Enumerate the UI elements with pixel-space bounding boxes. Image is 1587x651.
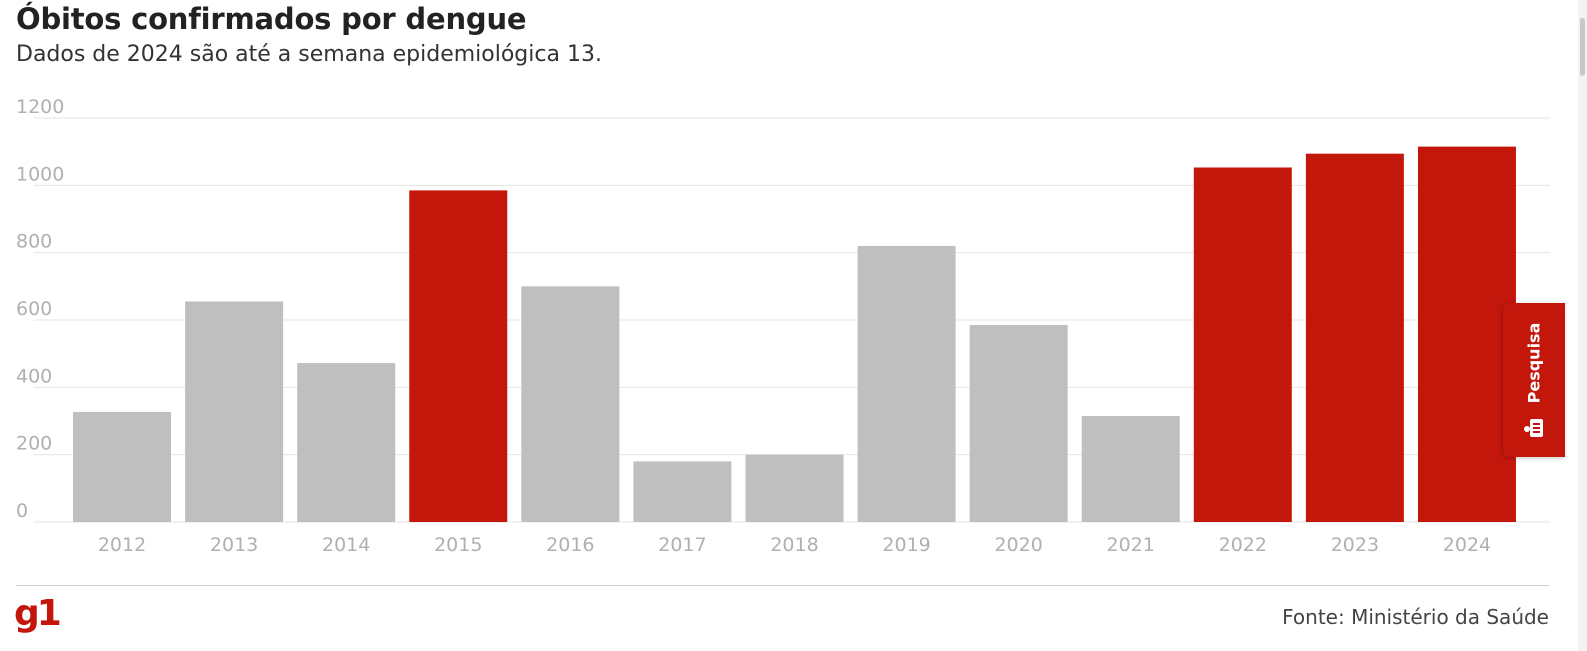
bar-2018 — [745, 454, 844, 522]
chart-title: Óbitos confirmados por dengue — [16, 2, 527, 36]
bar-2022 — [1193, 167, 1292, 523]
chart-subtitle: Dados de 2024 são até a semana epidemiol… — [16, 42, 602, 67]
x-tick-label: 2024 — [1443, 534, 1491, 556]
x-tick-label: 2012 — [98, 534, 146, 556]
x-tick-label: 2017 — [658, 534, 706, 556]
bar-2024 — [1417, 146, 1516, 522]
bars — [73, 146, 1516, 523]
bar-2016 — [521, 286, 620, 522]
x-tick-label: 2015 — [434, 534, 482, 556]
x-axis-ticks: 2012 2013 2014 2015 2016 2017 2018 2019 2020 2021… — [98, 534, 1491, 556]
bar-2019 — [857, 245, 956, 522]
y-tick-label: 1000 — [16, 163, 64, 185]
bar-2021 — [1081, 415, 1180, 522]
x-tick-label: 2013 — [210, 534, 258, 556]
x-tick-label: 2020 — [994, 534, 1042, 556]
bar-2012 — [73, 411, 172, 522]
scrollbar-track[interactable] — [1578, 0, 1587, 651]
y-axis-ticks: 0 200 400 600 800 1000 1200 — [16, 96, 64, 522]
y-tick-label: 400 — [16, 365, 52, 387]
scrollbar-thumb[interactable] — [1580, 18, 1585, 76]
x-tick-label: 2023 — [1331, 534, 1379, 556]
bar-2014 — [297, 363, 396, 522]
y-tick-label: 200 — [16, 433, 52, 455]
bar-2017 — [633, 461, 732, 522]
g1-logo: g1 — [14, 593, 62, 634]
y-tick-label: 800 — [16, 231, 52, 253]
x-tick-label: 2018 — [770, 534, 818, 556]
y-tick-label: 600 — [16, 298, 52, 320]
x-tick-label: 2022 — [1219, 534, 1267, 556]
source-note: Fonte: Ministério da Saúde — [1282, 605, 1549, 629]
bar-2020 — [969, 325, 1068, 522]
x-tick-label: 2021 — [1107, 534, 1155, 556]
footer-divider — [16, 585, 1549, 586]
y-tick-label: 1200 — [16, 96, 64, 118]
x-tick-label: 2014 — [322, 534, 370, 556]
bar-2023 — [1305, 153, 1404, 523]
pesquisa-tab-label: Pesquisa — [1524, 322, 1544, 404]
survey-icon — [1523, 417, 1545, 445]
x-tick-label: 2016 — [546, 534, 594, 556]
bar-2013 — [185, 301, 284, 522]
pesquisa-tab-button[interactable]: Pesquisa — [1503, 303, 1565, 457]
grid-lines — [34, 117, 1550, 523]
bar-2015 — [409, 190, 508, 522]
x-tick-label: 2019 — [882, 534, 930, 556]
y-tick-label: 0 — [16, 500, 28, 522]
